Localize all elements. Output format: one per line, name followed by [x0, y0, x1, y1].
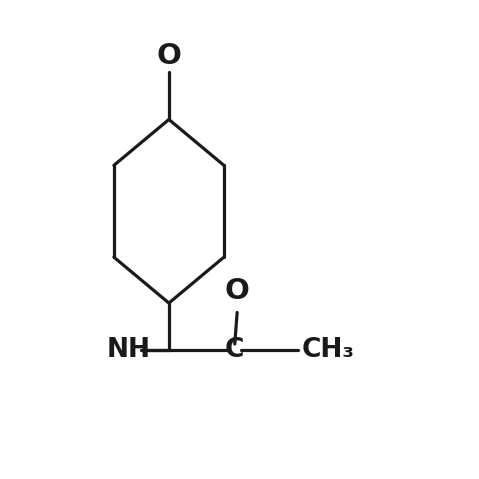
Text: O: O [225, 277, 250, 306]
Text: CH₃: CH₃ [302, 337, 354, 363]
Text: NH: NH [107, 337, 151, 363]
Text: O: O [157, 42, 182, 70]
Text: C: C [225, 337, 244, 363]
